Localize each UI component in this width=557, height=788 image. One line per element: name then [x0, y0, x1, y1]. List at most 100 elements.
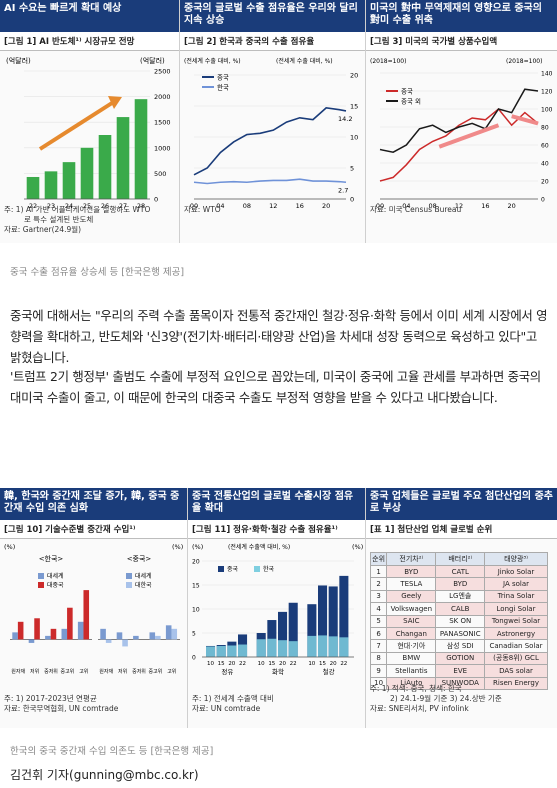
table-row: 10 LiAuto SUNWODA Risen Energy — [369, 676, 548, 690]
tick-label: 고위 — [167, 668, 176, 675]
bar — [227, 645, 237, 657]
rank-cell: 10 — [369, 676, 388, 690]
bar — [171, 628, 178, 640]
company-cell: CALB — [435, 602, 486, 616]
company-cell: EVE — [435, 664, 486, 678]
tick-label: 저위 — [30, 668, 39, 675]
tick-label: 10 — [350, 134, 358, 142]
category-label: 철강 — [323, 667, 335, 676]
ranking-table: 순위 전기차²⁾ 배터리²⁾ 태양광³⁾ 1 BYD CATL Jinko Solar… — [369, 552, 548, 690]
article-paragraph: 중국에 대해서는 "우리의 주력 수출 품목이자 전통적 중간재인 철강·정유·… — [10, 308, 548, 365]
bar — [100, 628, 106, 640]
tick-label: 40 — [541, 161, 549, 168]
bar — [216, 645, 226, 657]
axis-note: (%) — [352, 543, 363, 551]
company-cell: Canadian Solar — [484, 639, 548, 653]
note-line: 자료: WTO — [184, 205, 221, 214]
tick-label: 22 — [29, 202, 37, 210]
tick-label: 04 — [402, 202, 410, 210]
tick-label: 60 — [541, 143, 549, 150]
bar — [267, 620, 277, 657]
tick-label: 15 — [218, 661, 225, 667]
tick-label: 16 — [481, 202, 489, 210]
rank-cell: 1 — [369, 564, 388, 579]
company-cell: LiAuto — [386, 676, 437, 690]
bar — [62, 162, 76, 199]
caption-bottom: 한국의 중국 중간재 수입 의존도 등 [한국은행 제공] — [10, 746, 214, 757]
tick-label: 27 — [119, 202, 127, 210]
panel-title: AI 수요는 빠르게 확대 예상 — [0, 0, 179, 32]
figure-intermediate-imports: 韓, 한국와 중간재 조달 증가, 韓, 중국 중간재 수입 의존 심화 [그림… — [0, 488, 188, 728]
panel-notes: 자료: WTO — [184, 205, 221, 215]
tick-label: 100 — [541, 107, 553, 114]
company-cell: Stellantis — [386, 664, 437, 678]
bar — [267, 638, 277, 657]
tick-label: 0 — [541, 197, 545, 204]
tick-label: 00 — [190, 202, 198, 210]
y-axis-unit: (억달러) — [6, 56, 31, 65]
company-cell: Risen Energy — [484, 676, 548, 690]
series-line — [193, 107, 347, 176]
tick-label: 중저위 — [132, 668, 146, 675]
table-header: 전기차²⁾ — [386, 552, 437, 566]
tick-label: 25 — [83, 202, 91, 210]
company-cell: CATL — [435, 564, 486, 579]
rank-cell: 7 — [369, 639, 388, 653]
table-header: 순위 — [369, 552, 388, 566]
bar — [116, 632, 123, 640]
tick-label: 20 — [228, 661, 235, 667]
bar — [122, 639, 128, 647]
panel-title: 미국의 對中 무역제재의 영향으로 중국의 對미 수출 위축 — [366, 0, 557, 32]
tick-label: 23 — [47, 202, 55, 210]
tick-label: 15 — [268, 661, 275, 667]
tick-label: 20 — [279, 661, 286, 667]
note-line: 자료: UN comtrade — [192, 704, 261, 713]
panel-title: 중국 업체들은 글로벌 주요 첨단산업의 중추로 부상 — [366, 488, 557, 520]
note-line: 2) 24.1-9월 기준 3) 24.상반 기준 — [390, 694, 502, 703]
trend-arrow-head — [108, 96, 122, 109]
tick-label: 0 — [192, 655, 196, 662]
bar — [44, 171, 58, 199]
panel-subtitle: [그림 3] 미국의 국가별 상품수입액 — [366, 32, 557, 51]
bar — [12, 632, 18, 640]
axis-note: (전세계 수출 대비, %) — [276, 57, 333, 65]
group-label: <한국> — [39, 555, 64, 563]
category-label: 화학 — [272, 667, 284, 676]
bar — [28, 639, 35, 643]
legend-swatch — [126, 573, 132, 579]
company-cell: BYD — [435, 577, 486, 591]
panel-notes: 주: 1) 2017-2023년 연평균 자료: 한국무역협회, UN comt… — [4, 694, 118, 714]
series-line — [193, 178, 347, 185]
tick-label: 08 — [429, 202, 437, 210]
legend-label: 중국 — [227, 566, 239, 573]
bar — [50, 628, 57, 640]
tick-label: 고위 — [79, 668, 88, 675]
tick-label: 12 — [269, 202, 277, 210]
tick-label: 2500 — [154, 68, 171, 76]
bar — [45, 635, 51, 640]
tick-label: 10 — [192, 607, 200, 614]
axis-note: (전세계 수출 대비, %) — [184, 57, 241, 65]
table-high-tech-ranking: 중국 업체들은 글로벌 주요 첨단산업의 중추로 부상 [표 1] 첨단산업 업… — [366, 488, 557, 728]
trend-line — [511, 114, 539, 126]
rank-cell: 2 — [369, 577, 388, 591]
bar — [318, 585, 328, 657]
bar — [307, 604, 317, 657]
tick-label: 00 — [376, 202, 384, 210]
us-imports-line-chart: (2018=100) (2018=100) 0 20 40 60 80 100 120 140 중국… — [370, 58, 553, 210]
article-paragraph: '트럼프 2기 행정부' 출범도 수출에 부정적 요인으로 꼽았는데, 미국이 … — [10, 369, 541, 405]
tick-label: 120 — [541, 89, 553, 96]
tick-label: 80 — [541, 125, 549, 132]
legend-swatch — [218, 566, 224, 572]
tick-label: 15 — [319, 661, 326, 667]
legend-label: 한국 — [263, 566, 275, 573]
company-cell: TESLA — [386, 577, 437, 591]
export-share-line-chart: (전세계 수출 대비, %) (전세계 수출 대비, %) 0 5 10 15 20 중국 14… — [184, 57, 358, 210]
tick-label: 원자재 — [99, 668, 113, 675]
panel-notes: 자료: 미국 Census Bureau — [370, 205, 461, 215]
legend-swatch — [126, 582, 132, 588]
tick-label: 10 — [258, 661, 265, 667]
series-line — [379, 88, 539, 153]
note-line: 자료: SNE리서치, PV infolink — [370, 704, 469, 713]
